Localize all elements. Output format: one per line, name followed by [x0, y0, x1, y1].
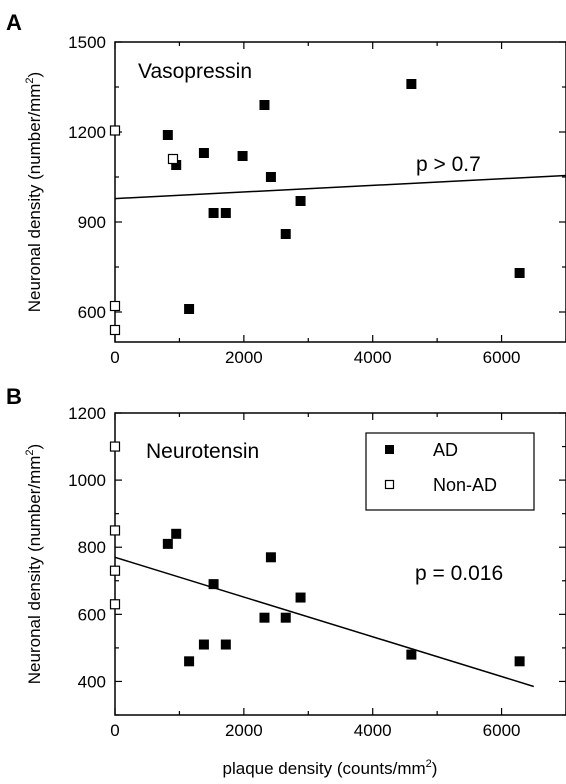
- panel-b-point-ad: [184, 656, 195, 667]
- panel-b-x-axis-title: plaque density (counts/mm2): [223, 758, 438, 778]
- panel-b-y-title-sup: 2: [24, 449, 36, 455]
- panel-b-x-tick-label: 0: [110, 721, 119, 740]
- panel-b-point-ad: [162, 538, 173, 549]
- panel-b-point-non-ad: [109, 441, 121, 452]
- panel-a-regression-line: [114, 174, 566, 200]
- panel-b-point-ad: [514, 656, 525, 667]
- panel-a-x-tick-label: 4000: [354, 348, 392, 367]
- panel-a-point-ad: [208, 208, 219, 218]
- panel-b-point-ad: [280, 612, 291, 623]
- panel-b-point-ad: [259, 612, 270, 623]
- panel-a-x-tick-label: 0: [110, 348, 119, 367]
- panel-a-plot-frame: [114, 41, 566, 343]
- panel-a-point-ad: [171, 160, 182, 170]
- panel-a-y-title-close: ): [25, 72, 44, 78]
- panel-b-annotation: Neurotensin: [146, 440, 259, 463]
- panel-a-point-non-ad: [109, 125, 121, 136]
- panel-a-point-non-ad: [109, 324, 121, 336]
- panel-a-y-tick-label: 600: [78, 303, 106, 322]
- panel-a-stat: p > 0.7: [416, 153, 481, 176]
- panel-a-point-non-ad: [109, 300, 121, 312]
- panel-a-point-ad: [514, 268, 525, 278]
- panel-b-y-title-main: Neuronal density (number/mm: [25, 456, 44, 685]
- panel-a-y-tick-label: 1200: [68, 123, 106, 142]
- panel-a-point-ad: [265, 172, 276, 182]
- panel-a-y-tick-label: 1500: [68, 33, 106, 52]
- panel-a-point-ad: [406, 79, 417, 89]
- panel-a-ticks: 0 2000 4000 6000 600 900 1200 1500: [68, 33, 566, 367]
- panel-a-point-ad: [184, 304, 195, 314]
- panel-a-point-ad: [280, 229, 291, 239]
- panel-a-y-axis-title: Neuronal density (number/mm2): [24, 72, 44, 312]
- panel-a: A 0 2000 4000 6000 600 900 1200 1500 Vasopressi…: [6, 10, 566, 367]
- panel-a-point-ad: [237, 151, 248, 161]
- panel-b-point-ad: [171, 528, 182, 539]
- panel-a-point-ad: [198, 148, 209, 158]
- panel-b-point-ad: [220, 639, 231, 650]
- panel-b-y-axis-title: Neuronal density (number/mm2): [24, 444, 44, 684]
- panel-b-point-non-ad: [109, 525, 121, 536]
- panel-b-point-ad: [208, 579, 219, 590]
- panel-b: B 0 2000 4000 6000 400 600 800 1000 1200 Neurote…: [6, 384, 566, 778]
- panel-a-point-ad: [259, 100, 270, 110]
- panel-a-letter: A: [6, 10, 22, 35]
- panel-b-stat: p = 0.016: [415, 562, 503, 585]
- panel-b-point-non-ad: [109, 565, 121, 576]
- panel-a-x-tick-label: 6000: [483, 348, 521, 367]
- panel-b-y-title-close: ): [25, 444, 44, 450]
- legend-marker-ad: [385, 445, 394, 454]
- panel-a-y-title-sup: 2: [24, 77, 36, 83]
- panel-b-x-title-sup: 2: [426, 758, 432, 770]
- panel-b-point-ad: [198, 639, 209, 650]
- panel-a-y-tick-label: 900: [78, 213, 106, 232]
- legend-label-ad: AD: [433, 440, 458, 460]
- panel-a-point-ad: [295, 196, 306, 206]
- panel-b-point-ad: [295, 592, 306, 603]
- panel-b-y-tick-label: 800: [78, 538, 106, 557]
- panel-b-y-tick-label: 400: [78, 672, 106, 691]
- legend: AD Non-AD: [365, 432, 535, 511]
- panel-a-point-ad: [220, 208, 231, 218]
- legend-label-non-ad: Non-AD: [433, 475, 497, 495]
- panel-b-y-tick-label: 600: [78, 605, 106, 624]
- panel-a-y-title-main: Neuronal density (number/mm: [25, 84, 44, 313]
- panel-b-points: [109, 441, 525, 667]
- panel-b-y-tick-label: 1000: [68, 471, 106, 490]
- panel-b-point-ad: [265, 552, 276, 563]
- panel-a-point-ad: [162, 130, 173, 140]
- panel-b-point-non-ad: [109, 599, 121, 610]
- panel-a-x-tick-label: 2000: [225, 348, 263, 367]
- panel-a-annotation: Vasopressin: [138, 60, 252, 83]
- panel-b-x-tick-label: 6000: [483, 721, 521, 740]
- panel-b-regression-line: [114, 556, 535, 688]
- panel-b-y-tick-label: 1200: [68, 404, 106, 423]
- panel-b-point-ad: [406, 649, 417, 660]
- panel-b-x-tick-label: 2000: [225, 721, 263, 740]
- panel-b-x-title-main: plaque density (counts/mm: [223, 759, 426, 778]
- legend-marker-non-ad: [384, 479, 395, 490]
- panel-b-ticks: 0 2000 4000 6000 400 600 800 1000 1200: [68, 404, 566, 740]
- panel-b-letter: B: [6, 384, 22, 409]
- panel-a-point-non-ad: [167, 153, 179, 165]
- panel-b-plot-frame: [114, 412, 566, 716]
- panel-a-points: [109, 79, 525, 336]
- panel-b-x-tick-label: 4000: [354, 721, 392, 740]
- panel-b-x-title-close: ): [432, 759, 438, 778]
